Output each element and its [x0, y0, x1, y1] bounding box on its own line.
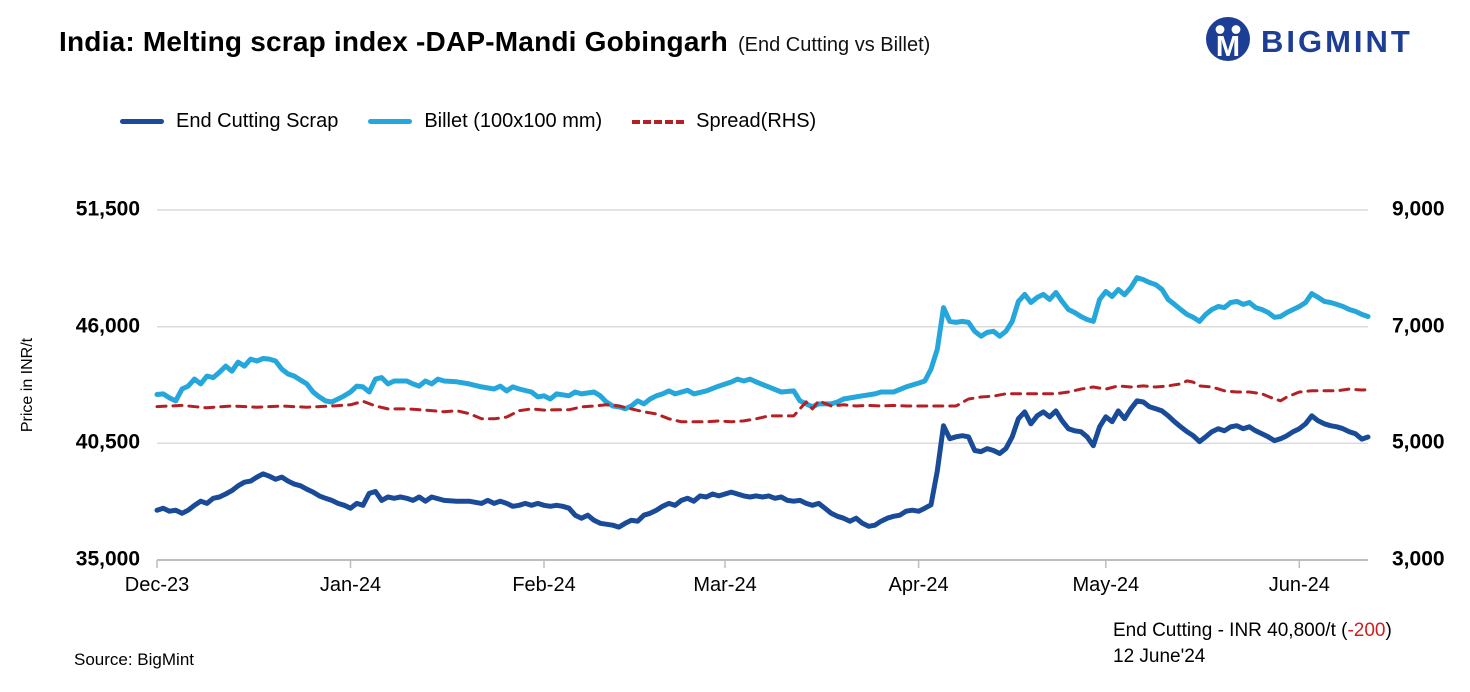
x-tick-label: Dec-23 — [124, 574, 190, 596]
spread-dashed-swatch — [632, 119, 685, 124]
y-right-tick-label: 5,000 — [1392, 430, 1445, 454]
end-cutting-line-swatch — [120, 119, 164, 124]
annotation-prefix: End Cutting - INR 40,800/t ( — [1113, 620, 1348, 641]
y-right-tick-label: 9,000 — [1392, 197, 1445, 221]
legend-label-spread: Spread(RHS) — [696, 110, 817, 132]
legend-item-spread: Spread(RHS) — [632, 110, 816, 133]
y-axis-title: Price in INR/t — [19, 337, 36, 433]
y-left-tick-label: 51,500 — [75, 197, 140, 221]
x-tick-label: Feb-24 — [512, 574, 576, 596]
billet-line-swatch — [368, 119, 413, 124]
chart-legend: End Cutting Scrap Billet (100x100 mm) Sp… — [120, 110, 816, 133]
x-tick-label: Jun-24 — [1268, 574, 1330, 596]
y-left-tick-label: 46,000 — [75, 314, 140, 338]
y-right-tick-label: 3,000 — [1392, 547, 1445, 571]
series-line-billet — [154, 275, 1371, 412]
legend-item-billet: Billet (100x100 mm) — [368, 110, 602, 133]
annotation-date: 12 June'24 — [1113, 646, 1206, 667]
x-tick-label: Mar-24 — [693, 574, 757, 596]
annotation-price-line: End Cutting - INR 40,800/t (-200) — [1113, 618, 1392, 644]
x-tick-label: May-24 — [1072, 574, 1140, 596]
chart-header: India: Melting scrap index -DAP-Mandi Go… — [59, 26, 930, 58]
legend-label-end-cutting: End Cutting Scrap — [176, 110, 339, 132]
bigmint-logo: M BIGMINT — [1205, 16, 1413, 67]
bigmint-logo-icon: M — [1205, 16, 1251, 67]
bigmint-logo-text: BIGMINT — [1261, 23, 1413, 59]
series-line-spread — [155, 379, 1370, 424]
end-cutting-annotation: End Cutting - INR 40,800/t (-200) 12 Jun… — [1113, 618, 1392, 670]
x-tick-label: Apr-24 — [888, 574, 949, 596]
page-title: India: Melting scrap index -DAP-Mandi Go… — [59, 26, 728, 57]
y-left-tick-label: 35,000 — [75, 547, 140, 571]
series-line-end_cutting — [154, 398, 1371, 530]
x-tick-label: Jan-24 — [319, 574, 382, 596]
page-subtitle: (End Cutting vs Billet) — [738, 34, 931, 56]
annotation-suffix: ) — [1385, 620, 1392, 641]
legend-item-end-cutting: End Cutting Scrap — [120, 110, 338, 133]
annotation-change-value: -200 — [1347, 620, 1386, 641]
svg-text:M: M — [1216, 31, 1240, 62]
legend-label-billet: Billet (100x100 mm) — [424, 110, 603, 132]
y-right-tick-label: 7,000 — [1392, 314, 1445, 338]
source-note: Source: BigMint — [74, 650, 194, 669]
y-left-tick-label: 40,500 — [75, 430, 140, 454]
